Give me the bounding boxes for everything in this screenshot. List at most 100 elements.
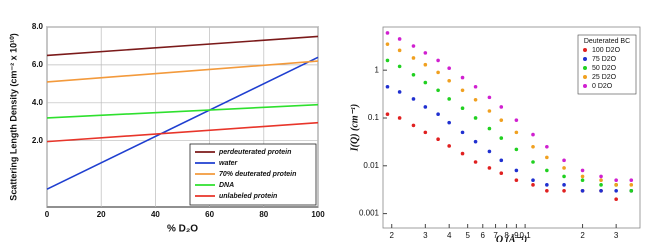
data-point [514, 178, 519, 182]
data-point [580, 188, 585, 193]
data-point [499, 158, 504, 163]
data-point [397, 116, 402, 120]
data-point [423, 105, 428, 109]
x-tick-label: 0 [45, 210, 50, 219]
data-point [545, 188, 549, 193]
data-point [545, 168, 549, 173]
legend-label: unlabeled protein [219, 193, 277, 200]
data-point [531, 160, 535, 164]
x-tick-label: 8 [504, 231, 509, 240]
y-tick-label: 8.0 [32, 22, 44, 31]
data-point [614, 183, 618, 187]
legend-swatch [583, 57, 587, 61]
x-tick-label: 2 [390, 231, 395, 240]
data-point [499, 118, 504, 122]
x-tick-label: 9 [514, 231, 519, 240]
x-tick-label: 60 [205, 210, 214, 219]
data-point [397, 37, 402, 41]
y-axis-title: I(Q) (cm⁻¹) [349, 104, 360, 152]
legend-swatch [583, 84, 587, 88]
y-tick-label: 0.01 [363, 161, 379, 170]
data-point [562, 158, 566, 163]
legend-label: DNA [219, 182, 234, 189]
data-point [385, 84, 390, 89]
data-point [545, 155, 549, 160]
legend-swatch [583, 48, 587, 52]
data-point [580, 168, 585, 173]
data-point [436, 137, 440, 142]
x-tick-label: 80 [259, 210, 268, 219]
data-point [460, 130, 465, 135]
data-point [473, 160, 478, 164]
data-point [499, 136, 504, 140]
data-point [385, 42, 390, 46]
data-point [473, 139, 478, 144]
data-point [423, 80, 428, 85]
x-tick-label: 3 [423, 231, 428, 240]
data-point [487, 109, 492, 113]
data-point [487, 149, 492, 154]
legend-label: 75 D2O [592, 56, 617, 63]
y-tick-label: 2.0 [32, 136, 44, 145]
legend-label: 25 D2O [592, 74, 617, 81]
data-point [614, 197, 618, 202]
x-tick-label: 40 [151, 210, 160, 219]
data-point [447, 66, 451, 70]
data-point [514, 130, 519, 135]
data-point [629, 178, 634, 182]
y-tick-label: 4.0 [32, 98, 44, 107]
data-point [460, 75, 465, 80]
data-point [411, 97, 416, 101]
data-point [531, 183, 535, 187]
legend-label: 100 D2O [592, 47, 621, 54]
data-point [436, 58, 440, 63]
x-axis-title: Q (Å⁻¹) [496, 233, 527, 242]
legend-label: 70% deuterated protein [219, 171, 296, 178]
chart: 0 20 40 60 80 100 2.0 4.0 6.0 8.0 % D₂O Scattering … [8, 22, 325, 235]
data-point [423, 62, 428, 67]
data-point [514, 168, 519, 173]
data-point [385, 112, 390, 117]
data-point [614, 178, 618, 182]
data-point [562, 188, 566, 193]
data-point [580, 174, 585, 179]
line-series [46, 103, 319, 119]
x-tick-label: 7 [493, 231, 498, 240]
data-point [580, 178, 585, 182]
data-point [499, 105, 504, 109]
x-tick-label: 6 [481, 231, 486, 240]
data-point [531, 132, 535, 137]
data-point [411, 56, 416, 60]
x-tick-label: 100 [311, 210, 325, 219]
plot-area [382, 26, 641, 229]
legend-label: 0 D2O [592, 83, 613, 90]
y-tick-label: 1 [375, 65, 380, 74]
y-tick-label: 0.001 [359, 209, 380, 218]
line-series [46, 60, 319, 83]
data-point [487, 166, 492, 170]
data-point [411, 123, 416, 128]
data-point [397, 64, 402, 69]
data-point [599, 183, 603, 187]
data-point [599, 174, 603, 179]
legend-label: water [219, 160, 239, 167]
y-axis-title: Scattering Length Density (cm⁻² x 10¹⁰) [8, 33, 18, 200]
data-point [562, 174, 566, 179]
legend-box [577, 34, 637, 95]
data-point [423, 130, 428, 135]
data-point [629, 183, 634, 187]
x-tick-label: 0.1 [520, 231, 532, 240]
data-point [397, 48, 402, 53]
data-point [531, 178, 535, 182]
legend-title: Deuterated BC [584, 38, 630, 45]
data-point [447, 97, 451, 101]
data-point [447, 120, 451, 125]
data-point [436, 88, 440, 93]
data-point [545, 144, 549, 149]
data-point [473, 116, 478, 120]
data-point [531, 144, 535, 149]
legend-swatch [583, 75, 587, 79]
legend-label: perdeuterated protein [218, 149, 291, 156]
data-point [436, 112, 440, 117]
